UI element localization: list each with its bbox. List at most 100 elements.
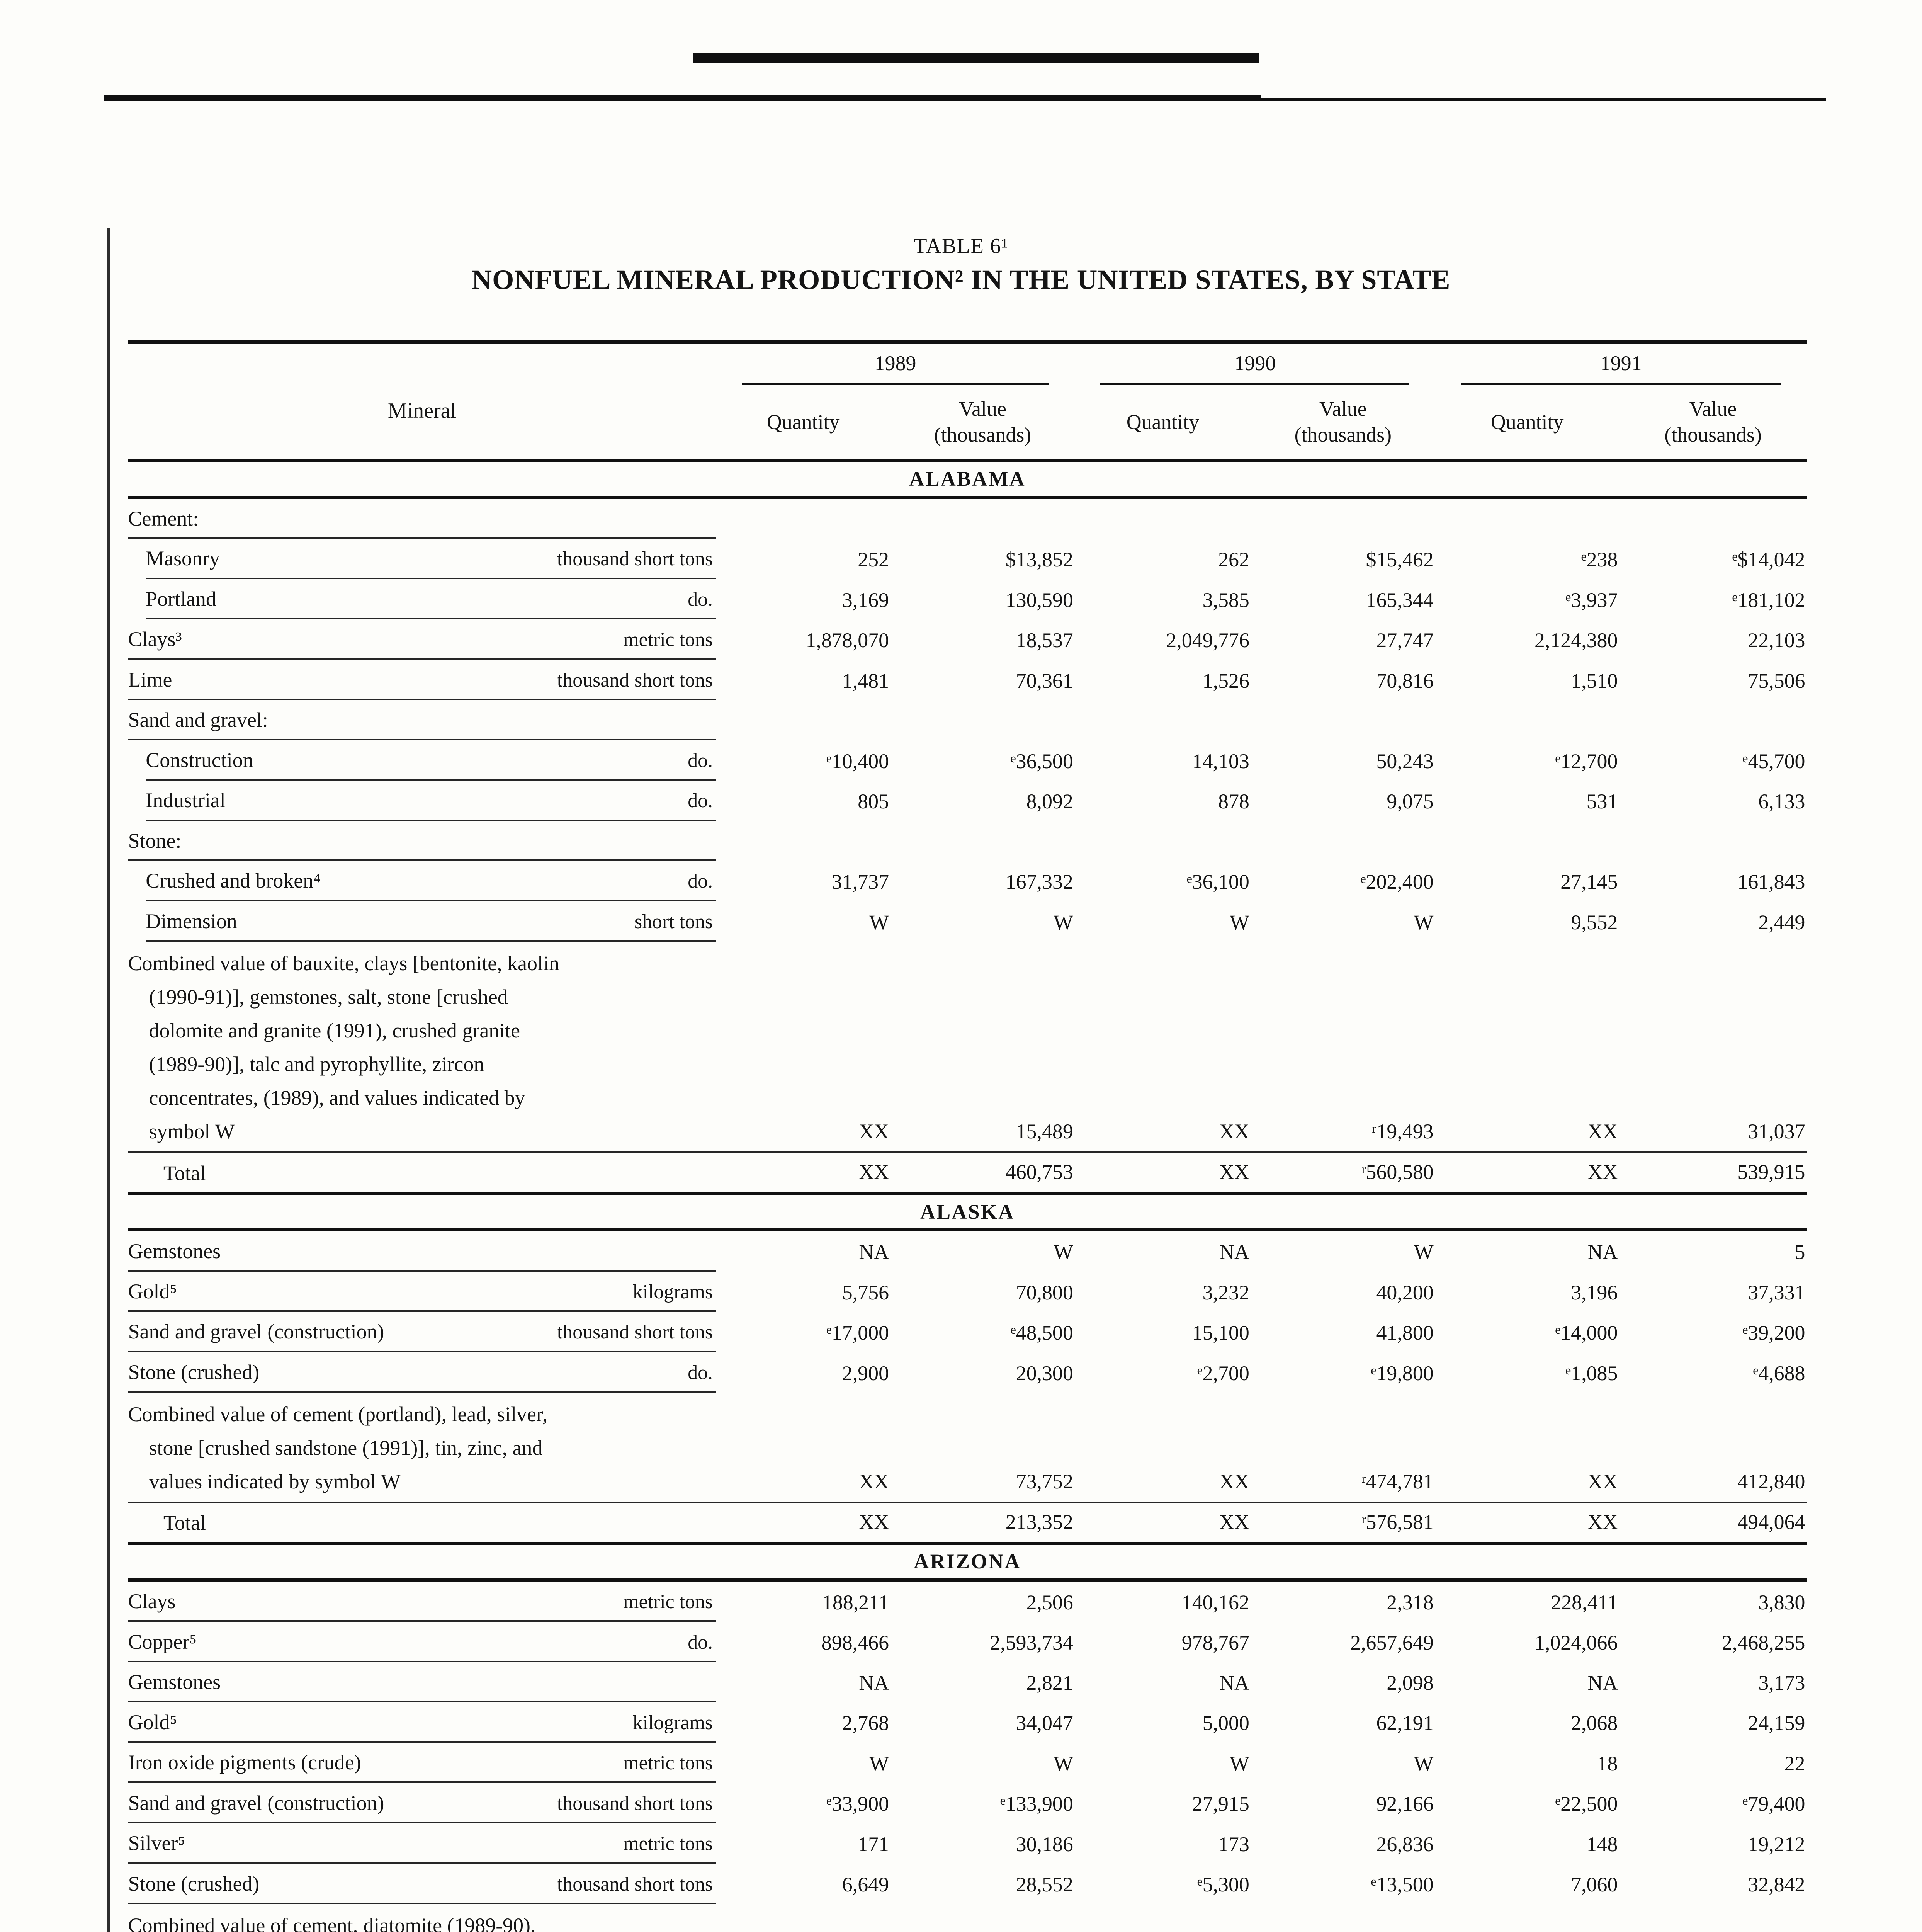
value-cell: XX xyxy=(859,1160,889,1184)
table-row: Stone (crushed) thousand short tons 6,649 2… xyxy=(128,1864,1807,1904)
value-cell: 20,300 xyxy=(1016,1361,1073,1385)
value-cell: W xyxy=(1053,1752,1073,1775)
mineral-label: Cement: xyxy=(128,507,199,530)
value-cell: $15,462 xyxy=(1366,548,1434,571)
unit-label: do. xyxy=(688,870,713,893)
value-cell: NA xyxy=(859,1671,889,1694)
value-cell: 2,468,255 xyxy=(1721,1631,1805,1655)
mineral-production-table: 1989 1990 1991 Mineral Quantity Value (t… xyxy=(128,339,1807,1932)
value-cell: ᵉ4,688 xyxy=(1753,1361,1805,1385)
value-cell: 15,100 xyxy=(1192,1321,1249,1345)
unit-label: thousand short tons xyxy=(557,669,713,691)
mineral-label: Clays³ xyxy=(128,628,182,651)
text-line: stone [crushed sandstone (1991)], tin, z… xyxy=(149,1436,543,1459)
mineral-cell: Gemstones xyxy=(128,1662,716,1702)
table-body: ALABAMA Cement: Masonry thousand short tons… xyxy=(128,462,1807,1932)
value-cell: 9,075 xyxy=(1387,790,1434,813)
value-cell: 75,506 xyxy=(1748,669,1805,692)
table-row: Combined value of bauxite, clays [benton… xyxy=(128,942,1807,1153)
text-line: Combined value of cement (portland), lea… xyxy=(128,1402,548,1426)
value-cell: ᵉ17,000 xyxy=(826,1321,889,1345)
table-row: Stone (crushed) do. 2,900 20,300 ᵉ2,700 ᵉ19,8… xyxy=(128,1352,1807,1393)
value-cell: ᵉ5,300 xyxy=(1197,1873,1249,1896)
value-cell: 2,900 xyxy=(842,1361,889,1385)
value-cell: 6,649 xyxy=(842,1873,889,1896)
value-cell: XX xyxy=(1587,1160,1618,1184)
mineral-label: Sand and gravel (construction) xyxy=(128,1791,384,1815)
value-cell: XX xyxy=(1587,1120,1618,1143)
mineral-cell: Combined value of bauxite, clays [benton… xyxy=(128,942,716,1151)
value-cell: NA xyxy=(859,1240,889,1264)
value-cell: 2,449 xyxy=(1758,910,1805,934)
value-cell: W xyxy=(1053,910,1073,934)
value-cell: 30,186 xyxy=(1016,1832,1073,1856)
value-cell: ᵉ36,100 xyxy=(1186,870,1249,894)
value-cell: ᵉ33,900 xyxy=(826,1792,889,1816)
value-cell: 18,537 xyxy=(1016,629,1073,652)
value-cell: 27,915 xyxy=(1192,1792,1249,1816)
mineral-cell: Lime thousand short tons xyxy=(128,660,716,701)
mineral-cell: Gold⁵ kilograms xyxy=(128,1702,716,1743)
mineral-label: Gold⁵ xyxy=(128,1710,177,1734)
value-cell: 228,411 xyxy=(1551,1590,1618,1614)
value-cell: 978,767 xyxy=(1181,1631,1249,1655)
mineral-cell: Stone (crushed) do. xyxy=(128,1352,716,1393)
value-cell: XX xyxy=(1219,1469,1249,1493)
mineral-label: Stone: xyxy=(128,829,182,852)
value-cell: ᵉ19,800 xyxy=(1371,1361,1434,1385)
value-cell: 460,753 xyxy=(1005,1160,1073,1184)
value-cell: XX xyxy=(859,1469,889,1493)
column-header-row: Mineral Quantity Value (thousands) Quant… xyxy=(128,385,1807,459)
table-row: Sand and gravel (construction) thousand s… xyxy=(128,1312,1807,1352)
value-cell: ᵉ39,200 xyxy=(1742,1321,1805,1345)
mineral-label: Total xyxy=(163,1161,206,1185)
page-title: NONFUEL MINERAL PRODUCTION² IN THE UNITE… xyxy=(471,264,1451,295)
value-cell: XX xyxy=(1587,1469,1618,1493)
mineral-label: Lime xyxy=(128,668,172,691)
value-cell: 531 xyxy=(1586,790,1618,813)
section-header: ALASKA xyxy=(128,1195,1807,1232)
table-row: Gemstones NA W NA W NA 5 xyxy=(128,1231,1807,1272)
table-row: Clays³ metric tons 1,878,070 18,537 2,049,77… xyxy=(128,619,1807,660)
value-cell: ᵉ3,937 xyxy=(1565,588,1618,612)
value-cell: 161,843 xyxy=(1737,870,1805,894)
table-row: Copper⁵ do. 898,466 2,593,734 978,767 2,657,6… xyxy=(128,1622,1807,1662)
value-cell: 5,756 xyxy=(842,1281,889,1304)
value-cell: 5 xyxy=(1795,1240,1805,1264)
value-cell: ᵉ79,400 xyxy=(1742,1792,1805,1816)
quantity-header-1991: Quantity xyxy=(1490,410,1564,434)
value-cell: NA xyxy=(1587,1240,1618,1264)
value-cell: NA xyxy=(1219,1240,1249,1264)
mineral-cell: Construction do. xyxy=(146,740,716,781)
value-cell: 3,169 xyxy=(842,588,889,612)
value-cell: 70,361 xyxy=(1016,669,1073,692)
unit-label: do. xyxy=(688,1361,713,1384)
value-cell: 37,331 xyxy=(1748,1281,1805,1304)
table-row: Gemstones NA 2,821 NA 2,098 NA 3,173 xyxy=(128,1662,1807,1702)
value-cell: $13,852 xyxy=(1005,548,1073,571)
value-cell: 262 xyxy=(1218,548,1249,571)
value-cell: 70,816 xyxy=(1376,669,1434,692)
mineral-label: Copper⁵ xyxy=(128,1630,197,1653)
value-cell: 412,840 xyxy=(1737,1469,1805,1493)
value-cell: 1,481 xyxy=(842,669,889,692)
table-row: Dimension short tons W W W W 9,552 2,449 xyxy=(128,901,1807,942)
value-cell: 70,800 xyxy=(1016,1281,1073,1304)
mineral-cell: Sand and gravel (construction) thousand s… xyxy=(128,1312,716,1352)
value-cell: ᵉ45,700 xyxy=(1742,749,1805,773)
value-cell: 92,166 xyxy=(1376,1792,1434,1816)
table-row: Industrial do. 805 8,092 878 9,075 531 6,133 xyxy=(128,781,1807,821)
mineral-label: Silver⁵ xyxy=(128,1832,185,1855)
top-rule-right xyxy=(1260,97,1826,101)
value-header-1989: Value (thousands) xyxy=(890,396,1075,448)
mineral-label: Portland xyxy=(146,587,216,611)
unit-label: do. xyxy=(688,1631,713,1653)
value-cell: 167,332 xyxy=(1005,870,1073,894)
value-cell: W xyxy=(1414,910,1434,934)
value-cell: 18 xyxy=(1597,1752,1618,1775)
value-cell: 171 xyxy=(858,1832,889,1856)
value-cell: W xyxy=(1229,1752,1249,1775)
mineral-label: Gemstones xyxy=(128,1670,221,1694)
mineral-cell: Copper⁵ do. xyxy=(128,1622,716,1662)
